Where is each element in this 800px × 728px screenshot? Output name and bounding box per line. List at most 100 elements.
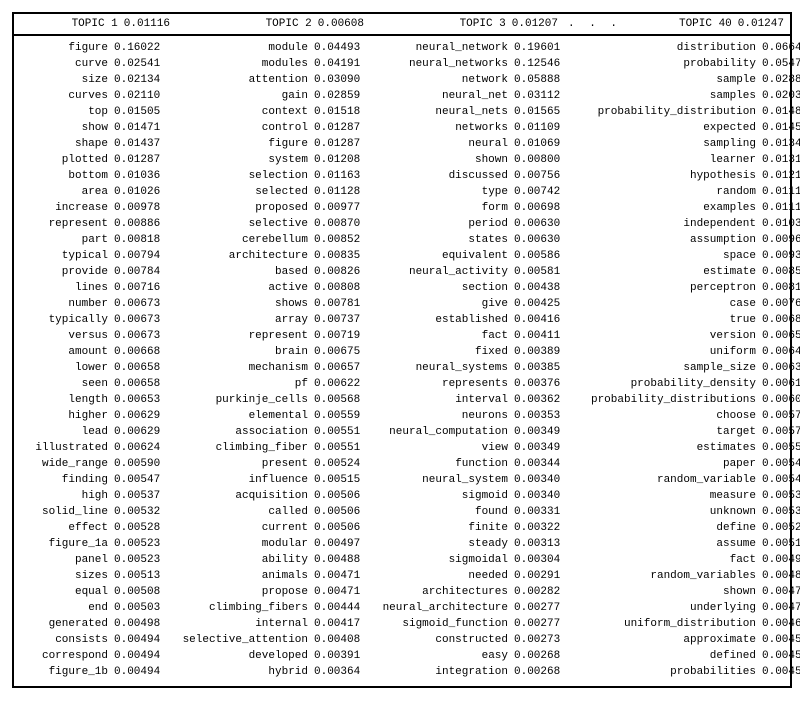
word-term: typical xyxy=(20,248,108,264)
word-score: 0.00322 xyxy=(514,520,570,536)
word-term: gain xyxy=(170,88,308,104)
word-score: 0.00515 xyxy=(314,472,370,488)
word-term: correspond xyxy=(20,648,108,664)
word-row: estimates0.00550 xyxy=(570,440,800,456)
word-score: 0.00852 xyxy=(314,232,370,248)
word-term: interval xyxy=(370,392,508,408)
word-score: 0.00313 xyxy=(514,536,570,552)
word-term: called xyxy=(170,504,308,520)
word-term: number xyxy=(20,296,108,312)
word-score: 0.12546 xyxy=(514,56,570,72)
word-score: 0.00622 xyxy=(314,376,370,392)
word-term: internal xyxy=(170,616,308,632)
word-score: 0.01471 xyxy=(114,120,170,136)
word-term: unknown xyxy=(570,504,756,520)
word-row: fixed0.00389 xyxy=(370,344,570,360)
word-row: solid_line0.00532 xyxy=(20,504,170,520)
word-row: constructed0.00273 xyxy=(370,632,570,648)
word-row: case0.00762 xyxy=(570,296,800,312)
word-term: underlying xyxy=(570,600,756,616)
word-row: shown0.00472 xyxy=(570,584,800,600)
word-term: found xyxy=(370,504,508,520)
word-term: figure xyxy=(20,40,108,56)
word-row: top0.01505 xyxy=(20,104,170,120)
word-row: states0.00630 xyxy=(370,232,570,248)
word-score: 0.00641 xyxy=(762,344,800,360)
word-term: modules xyxy=(170,56,308,72)
word-score: 0.01287 xyxy=(314,120,370,136)
word-score: 0.00675 xyxy=(314,344,370,360)
word-term: assume xyxy=(570,536,756,552)
word-row: developed0.00391 xyxy=(170,648,370,664)
word-row: type0.00742 xyxy=(370,184,570,200)
word-term: selective xyxy=(170,216,308,232)
word-term: assumption xyxy=(570,232,756,248)
word-score: 0.00673 xyxy=(114,296,170,312)
word-score: 0.03112 xyxy=(514,88,570,104)
word-score: 0.06647 xyxy=(762,40,800,56)
word-score: 0.00459 xyxy=(762,632,800,648)
word-term: lower xyxy=(20,360,108,376)
word-row: needed0.00291 xyxy=(370,568,570,584)
word-score: 0.00546 xyxy=(762,472,800,488)
word-term: random_variable xyxy=(570,472,756,488)
word-term: architecture xyxy=(170,248,308,264)
word-term: represent xyxy=(20,216,108,232)
word-score: 0.00818 xyxy=(114,232,170,248)
word-score: 0.00698 xyxy=(514,200,570,216)
word-term: versus xyxy=(20,328,108,344)
word-term: probability_density xyxy=(570,376,756,392)
word-row: random0.01117 xyxy=(570,184,800,200)
word-score: 0.00800 xyxy=(514,152,570,168)
word-term: random_variables xyxy=(570,568,756,584)
word-score: 0.03090 xyxy=(314,72,370,88)
word-score: 0.00349 xyxy=(514,440,570,456)
word-score: 0.02541 xyxy=(114,56,170,72)
word-term: neural_nets xyxy=(370,104,508,120)
word-term: solid_line xyxy=(20,504,108,520)
word-row: elemental0.00559 xyxy=(170,408,370,424)
header-topic-40: TOPIC 40 0.01247 xyxy=(631,18,784,30)
word-score: 0.00277 xyxy=(514,616,570,632)
word-row: module0.04493 xyxy=(170,40,370,56)
word-term: probability_distributions xyxy=(570,392,756,408)
word-term: form xyxy=(370,200,508,216)
word-row: interval0.00362 xyxy=(370,392,570,408)
column-topic-2: module0.04493modules0.04191attention0.03… xyxy=(170,40,370,680)
word-row: gain 0.02859 xyxy=(170,88,370,104)
word-score: 0.00810 xyxy=(762,280,800,296)
word-row: generated0.00498 xyxy=(20,616,170,632)
word-term: increase xyxy=(20,200,108,216)
word-score: 0.05888 xyxy=(514,72,570,88)
word-row: sigmoidal0.00304 xyxy=(370,552,570,568)
word-row: control0.01287 xyxy=(170,120,370,136)
word-score: 0.00391 xyxy=(314,648,370,664)
word-score: 0.00931 xyxy=(762,248,800,264)
word-score: 0.00572 xyxy=(762,424,800,440)
word-score: 0.00590 xyxy=(114,456,170,472)
word-row: shown0.00800 xyxy=(370,152,570,168)
word-row: true0.00684 xyxy=(570,312,800,328)
word-row: selected0.01128 xyxy=(170,184,370,200)
word-score: 0.02134 xyxy=(114,72,170,88)
word-row: integration0.00268 xyxy=(370,664,570,680)
word-term: perceptron xyxy=(570,280,756,296)
word-score: 0.00488 xyxy=(314,552,370,568)
word-term: figure_1b xyxy=(20,664,108,680)
word-row: called0.00506 xyxy=(170,504,370,520)
word-term: elemental xyxy=(170,408,308,424)
word-score: 0.00291 xyxy=(514,568,570,584)
word-score: 0.00537 xyxy=(114,488,170,504)
word-score: 0.01128 xyxy=(314,184,370,200)
word-row: underlying0.00472 xyxy=(570,600,800,616)
word-score: 0.02859 xyxy=(314,88,370,104)
word-term: end xyxy=(20,600,108,616)
word-row: cerebellum0.00852 xyxy=(170,232,370,248)
word-term: paper xyxy=(570,456,756,472)
word-row: samples0.02035 xyxy=(570,88,800,104)
word-term: discussed xyxy=(370,168,508,184)
word-term: sigmoid xyxy=(370,488,508,504)
word-term: typically xyxy=(20,312,108,328)
word-score: 0.00978 xyxy=(114,200,170,216)
word-row: steady0.00313 xyxy=(370,536,570,552)
